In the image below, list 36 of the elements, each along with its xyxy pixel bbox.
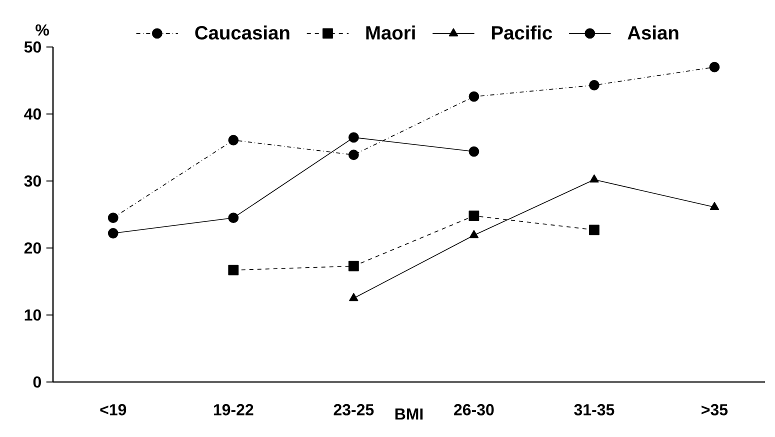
point: [710, 202, 720, 210]
point: [468, 91, 480, 102]
x-tick-label: >35: [702, 404, 728, 416]
point: [349, 293, 358, 302]
point: [108, 228, 118, 238]
point: [228, 134, 239, 146]
y-tick-label: 10: [24, 309, 41, 321]
legend-label: Caucasian: [195, 26, 290, 40]
x-axis-title: BMI: [395, 408, 423, 420]
point: [228, 264, 239, 276]
y-tick-label: 30: [24, 175, 41, 187]
point: [469, 230, 479, 238]
y-tick-label: 20: [24, 242, 41, 254]
point: [348, 260, 359, 272]
x-tick-label: 23-25: [334, 404, 374, 416]
point: [228, 212, 239, 224]
legend-label: Asian: [628, 26, 678, 40]
x-tick-label: 26-30: [454, 404, 494, 416]
y-tick-label: 40: [24, 108, 41, 120]
point: [589, 80, 600, 90]
x-tick-label: <19: [100, 404, 126, 416]
y-axis-title: %: [36, 24, 50, 36]
point: [468, 146, 480, 157]
point: [108, 212, 118, 224]
y-tick-label: 0: [33, 376, 41, 388]
point: [348, 150, 359, 160]
point: [348, 132, 359, 143]
point: [709, 62, 720, 72]
x-tick-label: 19-22: [214, 404, 254, 416]
y-tick-label: 50: [24, 41, 41, 53]
legend-label: Maori: [366, 26, 415, 40]
point: [468, 210, 480, 222]
point: [589, 224, 600, 236]
point: [590, 174, 599, 183]
x-tick-label: 31-35: [574, 404, 614, 416]
legend-label: Pacific: [492, 26, 552, 40]
